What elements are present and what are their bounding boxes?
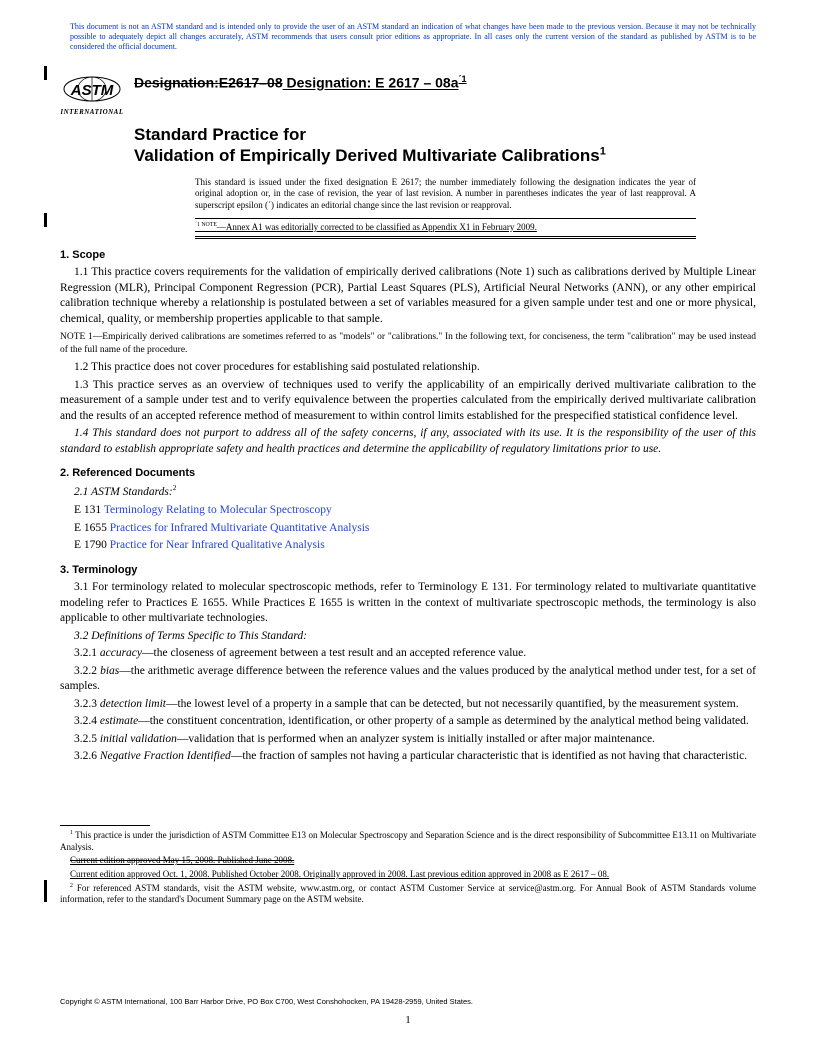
section-2-head: 2. Referenced Documents [60, 467, 756, 479]
definition: 3.2.4 estimate—the constituent concentra… [60, 714, 756, 730]
section-1-head: 1. Scope [60, 249, 756, 261]
para-1-1: 1.1 This practice covers requirements fo… [60, 265, 756, 327]
change-bar-3 [44, 880, 47, 902]
copyright: Copyright © ASTM International, 100 Barr… [60, 997, 473, 1006]
section-3-head: 3. Terminology [60, 564, 756, 576]
para-2-1: 2.1 ASTM Standards:2 [60, 483, 756, 500]
designation-line: Designation:E2617–08 Designation: E 2617… [134, 74, 756, 91]
para-1-2: 1.2 This practice does not cover procedu… [60, 360, 756, 376]
standard-title-lead: Standard Practice for [134, 124, 756, 145]
para-1-3: 1.3 This practice serves as an overview … [60, 378, 756, 425]
ref-link[interactable]: Practices for Infrared Multivariate Quan… [110, 522, 370, 534]
epsilon-note: ´1 NOTE—Annex A1 was editorially correct… [195, 218, 696, 240]
revision-disclaimer: This document is not an ASTM standard an… [70, 22, 756, 52]
astm-logo: ASTM INTERNATIONAL [60, 68, 124, 116]
change-bar-1 [44, 66, 47, 80]
definition: 3.2.3 detection limit—the lowest level o… [60, 697, 756, 713]
ref-link[interactable]: Practice for Near Infrared Qualitative A… [110, 539, 325, 551]
ref-item: E 131 Terminology Relating to Molecular … [74, 502, 756, 519]
definition: 3.2.1 accuracy—the closeness of agreemen… [60, 646, 756, 662]
definition: 3.2.5 initial validation—validation that… [60, 732, 756, 748]
footnote-1-strike: Current edition approved May 15, 2008. P… [60, 855, 756, 867]
para-1-4: 1.4 This standard does not purport to ad… [60, 426, 756, 457]
definition: 3.2.2 bias—the arithmetic average differ… [60, 664, 756, 695]
ref-link[interactable]: Terminology Relating to Molecular Spectr… [104, 504, 332, 516]
footnote-1: 1 This practice is under the jurisdictio… [60, 830, 756, 853]
footnote-1-new: Current edition approved Oct. 1, 2008. P… [60, 869, 756, 881]
note-1: NOTE 1—Empirically derived calibrations … [60, 331, 756, 356]
svg-text:ASTM: ASTM [70, 82, 114, 99]
para-3-2: 3.2 Definitions of Terms Specific to Thi… [60, 629, 756, 645]
page-number: 1 [0, 1014, 816, 1026]
definition: 3.2.6 Negative Fraction Identified—the f… [60, 749, 756, 765]
ref-item: E 1655 Practices for Infrared Multivaria… [74, 520, 756, 537]
footnote-2: 2 For referenced ASTM standards, visit t… [60, 883, 756, 906]
change-bar-2 [44, 213, 47, 227]
issuance-note: This standard is issued under the fixed … [195, 177, 696, 212]
standard-title-main: Validation of Empirically Derived Multiv… [134, 145, 756, 166]
para-3-1: 3.1 For terminology related to molecular… [60, 580, 756, 627]
ref-item: E 1790 Practice for Near Infrared Qualit… [74, 537, 756, 554]
